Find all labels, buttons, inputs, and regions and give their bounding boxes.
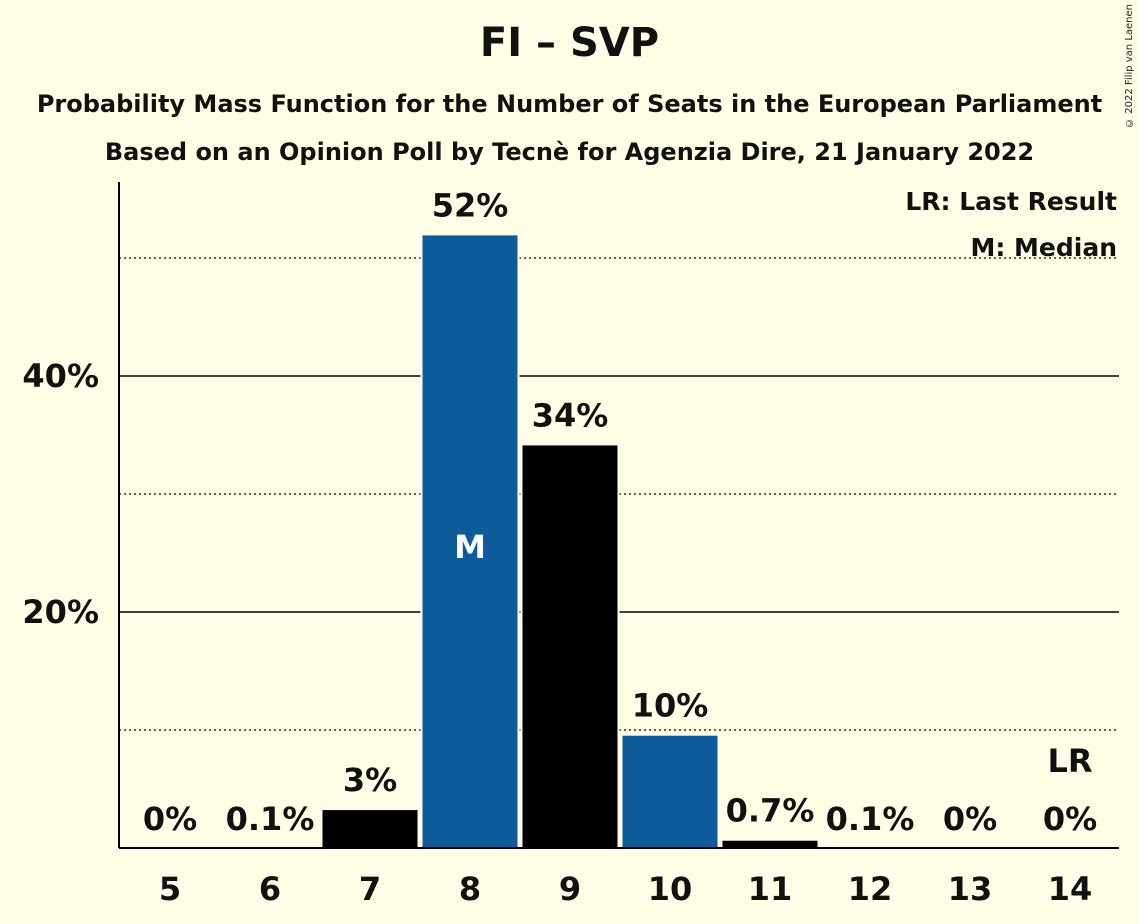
data-label: 0.1%: [826, 800, 915, 838]
bar-seat-11: [720, 838, 820, 849]
x-tick-label: 5: [159, 870, 181, 908]
last-result-marker: LR: [1047, 742, 1092, 780]
chart-subtitle: Probability Mass Function for the Number…: [36, 90, 1103, 118]
chart-subtitle-source: Based on an Opinion Poll by Tecnè for Ag…: [104, 138, 1035, 166]
axes: 20% 40% 5 6 7 8 9 10 11 12 13 14: [22, 182, 1119, 908]
chart-title: FI – SVP: [479, 20, 660, 66]
x-tick-label: 10: [648, 870, 693, 908]
x-tick-label: 7: [359, 870, 381, 908]
x-tick-label: 14: [1048, 870, 1093, 908]
y-tick-label: 20%: [22, 593, 99, 631]
x-tick-label: 9: [559, 870, 581, 908]
data-label: 0.1%: [226, 800, 315, 838]
x-tick-label: 6: [259, 870, 281, 908]
legend-median: M: Median: [970, 233, 1117, 262]
bar-seat-10: [620, 733, 720, 849]
legend: LR: Last Result M: Median: [905, 187, 1117, 262]
median-marker: M: [454, 528, 486, 566]
x-tick-label: 13: [948, 870, 993, 908]
data-label: 3%: [343, 761, 397, 799]
data-label: 0%: [1043, 800, 1097, 838]
bar-seat-8: [420, 233, 520, 849]
data-label: 0.7%: [726, 792, 815, 830]
legend-last-result: LR: Last Result: [905, 187, 1117, 216]
data-labels: 0% 0.1% 3% 52% 34% 10% 0.7% 0.1% 0% 0% M LR: [143, 186, 1097, 838]
data-label: 0%: [943, 800, 997, 838]
bar-seat-7: [320, 808, 420, 849]
x-tick-label: 8: [459, 870, 481, 908]
data-label: 34%: [532, 396, 609, 434]
y-tick-label: 40%: [22, 357, 99, 395]
x-tick-label: 12: [848, 870, 893, 908]
data-label: 52%: [432, 186, 509, 224]
x-tick-label: 11: [748, 870, 793, 908]
data-label: 10%: [632, 687, 709, 725]
bars: [220, 233, 920, 850]
data-label: 0%: [143, 800, 197, 838]
bar-seat-9: [520, 443, 620, 849]
